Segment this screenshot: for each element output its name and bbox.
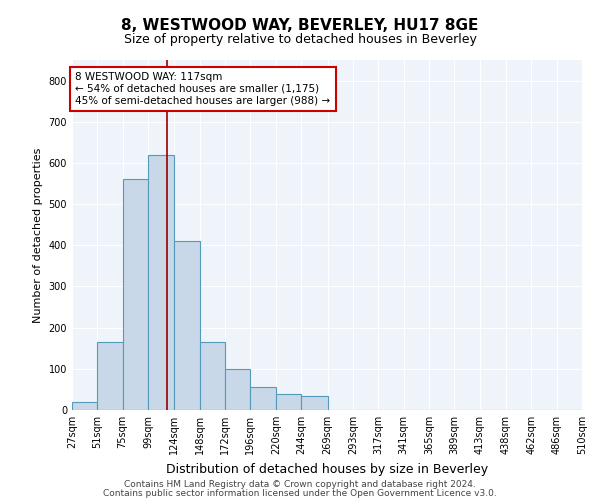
X-axis label: Distribution of detached houses by size in Beverley: Distribution of detached houses by size …	[166, 462, 488, 475]
Bar	[276, 394, 301, 410]
Text: Size of property relative to detached houses in Beverley: Size of property relative to detached ho…	[124, 32, 476, 46]
Bar	[200, 342, 225, 410]
Text: 8, WESTWOOD WAY, BEVERLEY, HU17 8GE: 8, WESTWOOD WAY, BEVERLEY, HU17 8GE	[121, 18, 479, 32]
Y-axis label: Number of detached properties: Number of detached properties	[33, 148, 43, 322]
Text: Contains HM Land Registry data © Crown copyright and database right 2024.: Contains HM Land Registry data © Crown c…	[124, 480, 476, 489]
Bar	[97, 342, 122, 410]
Bar	[72, 402, 97, 410]
Bar	[225, 369, 250, 410]
Bar	[175, 241, 200, 410]
Bar	[301, 396, 328, 410]
Bar	[148, 154, 175, 410]
Bar	[122, 180, 148, 410]
Text: 8 WESTWOOD WAY: 117sqm
← 54% of detached houses are smaller (1,175)
45% of semi-: 8 WESTWOOD WAY: 117sqm ← 54% of detached…	[75, 72, 330, 106]
Text: Contains public sector information licensed under the Open Government Licence v3: Contains public sector information licen…	[103, 488, 497, 498]
Bar	[250, 388, 276, 410]
